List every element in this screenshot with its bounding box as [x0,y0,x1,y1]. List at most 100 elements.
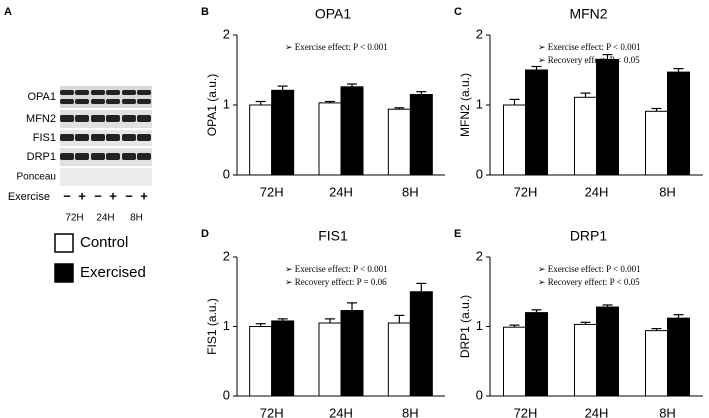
sign: + [109,188,117,203]
bar [574,323,597,397]
band [106,153,120,160]
band-label: Ponceau [17,172,56,183]
panel-letter: E [454,228,461,240]
band [122,134,136,141]
chart-title: OPA1 [315,6,352,22]
bar [409,94,433,176]
band [75,134,89,141]
bar [387,108,411,176]
bar [249,104,273,176]
band [75,115,89,122]
chart-title: MFN2 [569,6,607,22]
sign: − [94,188,102,203]
x-tick-label: 24H [585,405,609,418]
y-tick-label: 0 [223,166,230,181]
band [137,99,151,104]
panel-letter: C [454,6,462,18]
band-label: OPA1 [27,91,56,103]
x-tick-label: 72H [514,184,538,199]
bar [409,291,433,397]
band [60,99,74,104]
panel-letter: D [201,228,209,240]
bar [271,89,295,176]
y-tick-label: 0 [476,166,483,181]
band [122,90,136,95]
annotation: ➢ Exercise effect: P < 0.001 [285,264,388,274]
legend-label: Control [80,234,128,251]
band [60,90,74,95]
x-tick-label: 72H [514,405,538,418]
band [75,90,89,95]
sign: − [63,188,71,203]
timepoint: 72H [65,213,83,224]
band [137,153,151,160]
x-tick-label: 24H [329,184,353,199]
y-tick-label: 1 [476,318,483,333]
band [60,153,74,160]
panel-letter: B [201,6,209,18]
sign: + [140,188,148,203]
band [106,134,120,141]
band [122,99,136,104]
band-label: DRP1 [27,151,56,163]
y-tick-label: 2 [223,248,230,263]
annotation: ➢ Recovery effect: P < 0.05 [538,55,640,65]
bar [667,317,690,397]
annotation: ➢ Exercise effect: P < 0.001 [538,42,641,52]
panel-letter: A [4,6,12,18]
annotation: ➢ Recovery effect: P < 0.05 [538,277,640,287]
band [91,153,105,160]
x-tick-label: 24H [329,405,353,418]
y-tick-label: 2 [223,26,230,41]
band [137,134,151,141]
y-axis-label: MFN2 (a.u.) [458,73,472,137]
bar [318,322,342,397]
bar [318,102,342,176]
bar [387,322,411,397]
legend-label: Exercised [80,264,146,281]
bar [503,104,526,176]
band [122,153,136,160]
y-tick-label: 1 [476,96,483,111]
legend-swatch [54,233,74,253]
timepoint: 24H [96,213,114,224]
bar [645,110,668,176]
chart-title: FIS1 [318,228,348,244]
bar [340,310,364,397]
band [106,115,120,122]
band [75,153,89,160]
bar [667,71,690,176]
band [75,99,89,104]
band [91,115,105,122]
bar [249,326,273,397]
band [60,115,74,122]
y-tick-label: 1 [223,96,230,111]
y-tick-label: 2 [476,248,483,263]
bar [271,320,295,397]
bar [340,86,364,176]
annotation: ➢ Exercise effect: P < 0.001 [538,264,641,274]
bar [525,69,548,176]
y-tick-label: 1 [223,318,230,333]
x-tick-label: 24H [585,184,609,199]
y-axis-label: DRP1 (a.u.) [458,295,472,358]
y-tick-label: 0 [223,387,230,402]
band [106,90,120,95]
bar [596,59,619,176]
bar [574,96,597,176]
y-tick-label: 2 [476,26,483,41]
band [91,99,105,104]
bar [596,306,619,397]
y-axis-label: FIS1 (a.u.) [205,298,219,355]
bar [503,326,526,397]
annotation: ➢ Exercise effect: P < 0.001 [285,42,388,52]
x-tick-label: 8H [659,405,676,418]
y-axis-label: OPA1 (a.u.) [205,74,219,136]
band-label: MFN2 [26,113,56,125]
annotation: ➢ Recovery effect: P = 0.06 [285,277,387,287]
band [91,90,105,95]
x-tick-label: 72H [260,184,284,199]
band [60,134,74,141]
bar [645,330,668,397]
